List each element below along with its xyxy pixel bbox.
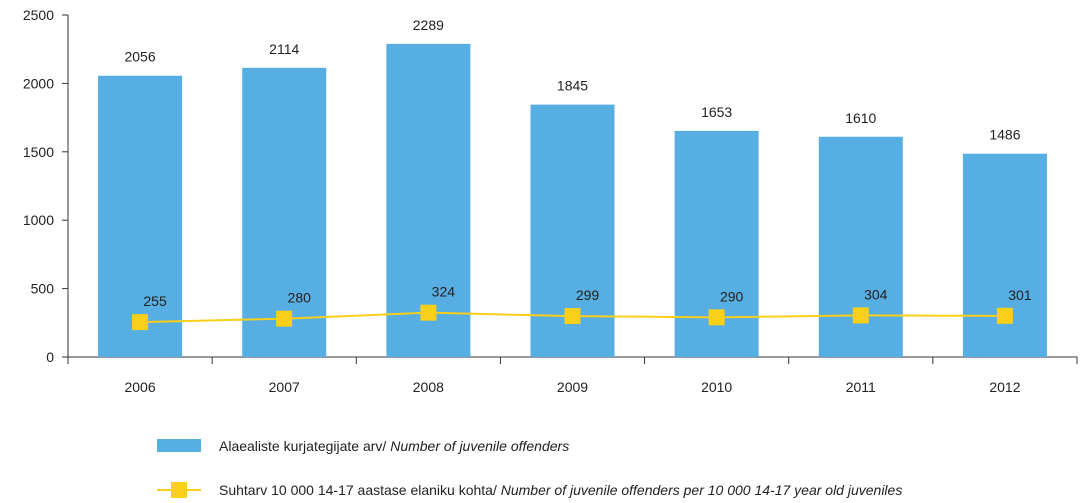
line-marker (564, 308, 581, 325)
x-tick-label: 2012 (989, 379, 1020, 395)
line-value-label: 290 (720, 288, 744, 304)
y-tick-label: 0 (46, 349, 54, 365)
y-tick-label: 500 (31, 281, 55, 297)
legend-label-line: Suhtarv 10 000 14-17 aastase elaniku koh… (219, 482, 902, 498)
line-value-label: 324 (432, 284, 456, 300)
legend-swatch-marker (171, 482, 187, 498)
bar-value-label: 2056 (124, 49, 155, 65)
axes: 0 500 1000 1500 2000 2500 2006 2007 2008 2009 2010… (23, 7, 1078, 395)
line-marker (132, 314, 149, 331)
bar (818, 136, 903, 357)
line-value-label: 301 (1008, 287, 1032, 303)
x-tick-label: 2009 (557, 379, 588, 395)
legend-label-bar-italic: Number of juvenile offenders (390, 438, 569, 454)
y-tick-label: 2000 (23, 75, 54, 91)
line-value-label: 304 (864, 286, 888, 302)
bar (242, 67, 327, 357)
legend-label-bar-plain: Alaealiste kurjategijate arv/ (219, 438, 390, 454)
bar-value-label: 1610 (845, 110, 876, 126)
legend-label-line-italic: Number of juvenile offenders per 10 000 … (501, 482, 903, 498)
bar-value-label: 2114 (269, 41, 299, 57)
bar (98, 75, 183, 357)
legend: Alaealiste kurjategijate arv/ Number of … (157, 438, 902, 498)
line-value-label: 280 (288, 290, 312, 306)
line-marker (852, 307, 869, 324)
line-marker (276, 310, 293, 327)
bar (962, 153, 1047, 357)
legend-label-line-plain: Suhtarv 10 000 14-17 aastase elaniku koh… (219, 482, 501, 498)
x-tick-label: 2007 (269, 379, 300, 395)
y-tick-label: 1000 (23, 212, 54, 228)
bar-value-label: 2289 (413, 17, 444, 33)
x-tick-label: 2011 (846, 379, 876, 395)
line-marker (708, 309, 725, 326)
line-value-label: 299 (576, 287, 600, 303)
legend-swatch-bar (157, 439, 201, 452)
bar-value-label: 1653 (701, 104, 732, 120)
y-tick-label: 2500 (23, 7, 54, 23)
line-series (132, 304, 1013, 331)
line-marker (420, 304, 437, 321)
legend-label-bar: Alaealiste kurjategijate arv/ Number of … (219, 438, 569, 454)
data-labels: 2056 2114 2289 1845 1653 1610 1486 255 280 324 299… (124, 17, 1031, 309)
line-marker (996, 307, 1013, 324)
bar-value-label: 1486 (989, 127, 1020, 143)
x-tick-label: 2010 (701, 379, 732, 395)
y-tick-label: 1500 (23, 144, 54, 160)
line-value-label: 255 (143, 293, 167, 309)
bar-value-label: 1845 (557, 78, 588, 94)
x-tick-label: 2006 (124, 379, 155, 395)
x-tick-label: 2008 (413, 379, 444, 395)
